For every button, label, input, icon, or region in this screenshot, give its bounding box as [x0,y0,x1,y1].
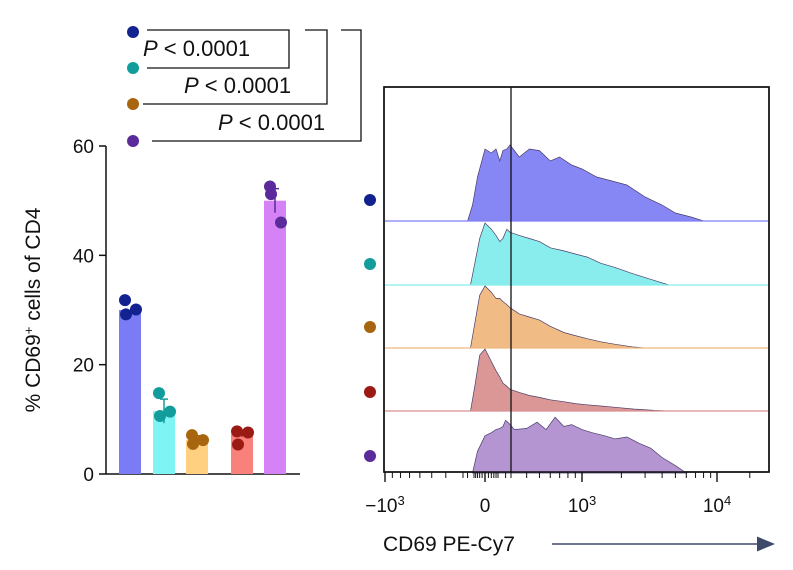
p-value-label: P < 0.0001 [143,36,250,61]
histogram-curves [385,144,768,474]
data-point-group-2 [154,410,166,423]
p-letter: P [143,36,158,61]
histogram-dot-group-5 [364,450,376,462]
x-tick-label: 103 [568,493,596,518]
x-tick-base: 10 [568,496,589,517]
bar-group-2 [153,411,175,474]
bar-group-1 [119,310,141,474]
data-point-group-3 [197,434,209,447]
bar-group-5 [264,200,286,474]
bar-y-axis-label: % CD69+ cells of CD4 [21,207,46,412]
histogram-frame-border [383,86,770,473]
legend-dot-group-5 [127,135,139,147]
histogram-dot-group-3 [364,321,376,333]
data-point-group-2 [153,387,165,400]
data-point-group-1 [120,308,132,321]
x-tick-label: 104 [703,493,731,518]
y-label-main: % CD69 [22,334,45,412]
data-point-group-3 [187,437,199,450]
p-letter: P [184,73,199,98]
p-threshold: < 0.0001 [199,73,291,98]
x-tick-label: −103 [365,493,404,518]
x-tick-base: −10 [365,496,397,517]
y-tick-label: 20 [73,356,94,377]
y-label-superscript: + [21,327,36,335]
histogram-dot-group-2 [364,258,376,270]
histogram-curve-group-5 [472,416,688,474]
data-point-group-5 [265,188,277,201]
y-label-rest: cells of CD4 [22,207,45,326]
histogram-curve-group-3 [470,285,646,349]
p-letter: P [218,110,233,135]
bracket-1 [147,29,290,69]
data-point-group-1 [130,303,142,316]
legend-dot-group-2 [127,62,139,74]
histogram-curve-group-2 [470,222,670,286]
x-tick-base: 10 [703,496,724,517]
histogram-panel: −103 0 103 104 CD69 PE-Cy7 [364,86,775,556]
bracket-2 [143,29,328,105]
x-axis-minor-ticks [391,472,751,478]
group-legend-dots [127,26,139,147]
bracket-3 [152,29,362,142]
data-point-group-3 [186,429,198,442]
y-tick-label: 40 [73,246,94,267]
data-point-group-2 [164,405,176,418]
legend-dot-group-3 [127,98,139,110]
histogram-curve-group-1 [467,144,704,222]
x-tick-base: 0 [480,496,491,517]
p-value-label: P < 0.0001 [218,110,325,135]
histogram-dot-group-1 [364,194,376,206]
histogram-curve-group-4 [470,348,670,412]
bar-y-ticks: 0 20 40 60 [73,137,106,486]
x-tick-exponent: 3 [589,493,596,508]
x-tick-exponent: 4 [724,493,731,508]
data-point-group-4 [242,426,254,439]
bars [119,200,286,474]
error-bars [160,187,279,445]
data-point-group-5 [275,216,287,229]
y-tick-label: 0 [83,465,94,486]
p-threshold: < 0.0001 [158,36,250,61]
histogram-x-axis-label: CD69 PE-Cy7 [383,533,515,556]
x-tick-label: 0 [480,496,491,517]
y-tick-label: 60 [73,137,94,158]
histogram-dot-group-4 [364,386,376,398]
data-point-group-4 [231,425,243,438]
p-threshold: < 0.0001 [233,110,325,135]
data-points [119,180,287,451]
x-tick-exponent: 3 [398,493,405,508]
histogram-group-dots [364,194,376,462]
legend-dot-group-1 [127,26,139,38]
p-value-label: P < 0.0001 [184,73,291,98]
histogram-x-ticks: −103 0 103 104 [365,472,731,517]
data-point-group-1 [119,294,131,307]
data-point-group-4 [232,438,244,451]
